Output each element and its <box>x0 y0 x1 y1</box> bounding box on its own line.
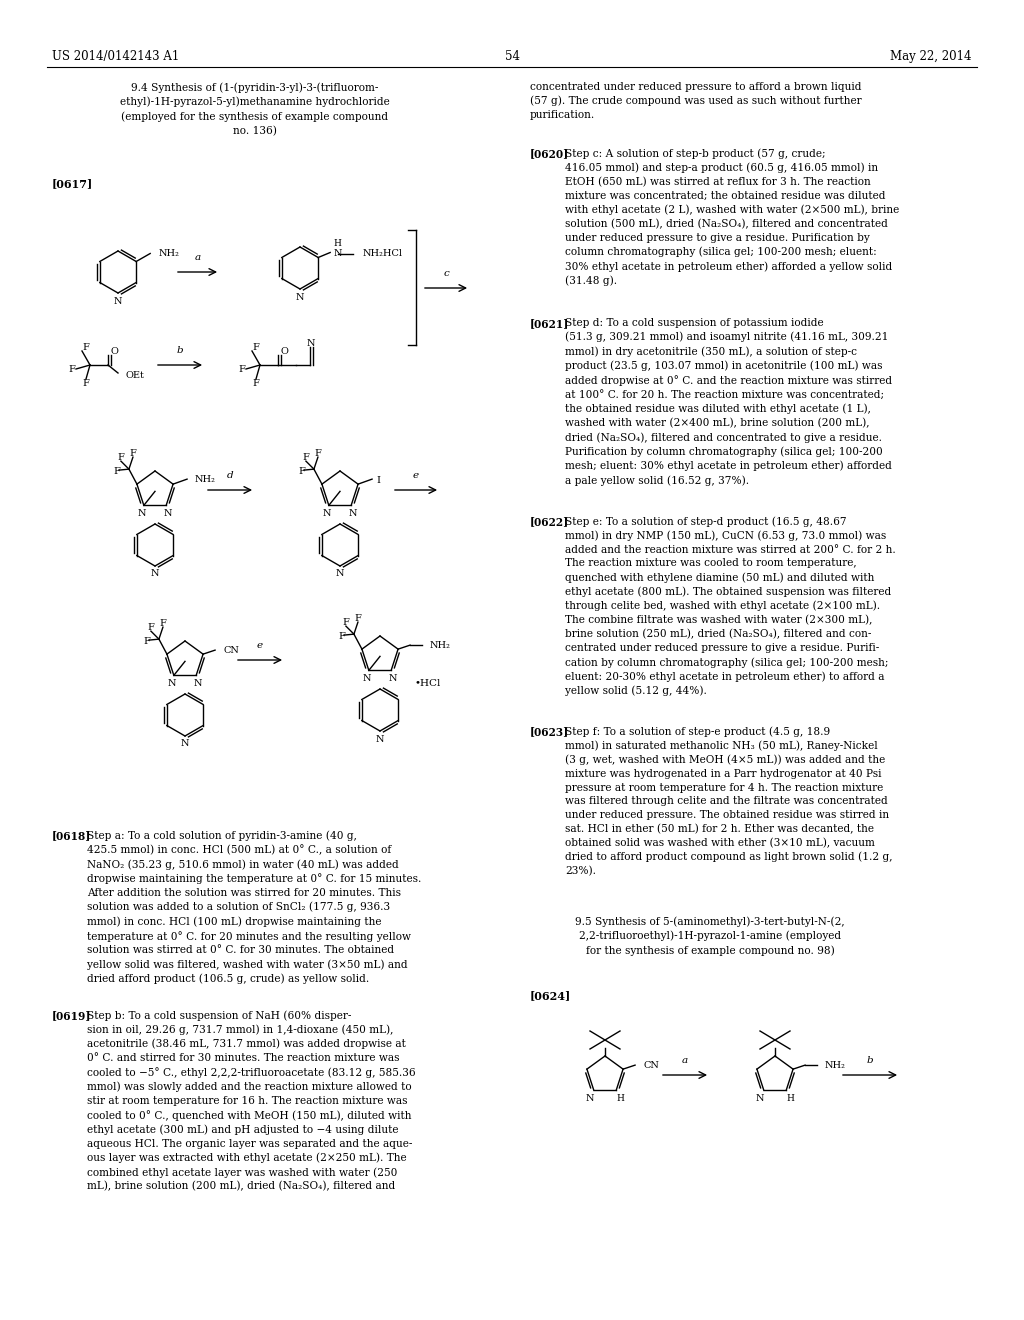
Text: N: N <box>151 569 160 578</box>
Text: N: N <box>333 249 342 257</box>
Text: a: a <box>682 1056 688 1065</box>
Text: N: N <box>362 675 371 682</box>
Text: F: F <box>253 342 259 351</box>
Text: I: I <box>376 475 380 484</box>
Text: O: O <box>110 346 118 355</box>
Text: F: F <box>298 467 305 475</box>
Text: CN: CN <box>223 645 239 655</box>
Text: b: b <box>177 346 183 355</box>
Text: F: F <box>143 636 151 645</box>
Text: N: N <box>336 569 344 578</box>
Text: F: F <box>253 379 259 388</box>
Text: [0621]: [0621] <box>530 318 569 329</box>
Text: N: N <box>194 678 203 688</box>
Text: May 22, 2014: May 22, 2014 <box>891 50 972 63</box>
Text: F: F <box>83 379 89 388</box>
Text: •HCl: •HCl <box>415 678 441 688</box>
Text: Step b: To a cold suspension of NaH (60% disper-
sion in oil, 29.26 g, 731.7 mmo: Step b: To a cold suspension of NaH (60%… <box>87 1010 416 1192</box>
Text: [0622]: [0622] <box>530 516 569 527</box>
Text: F: F <box>114 467 121 475</box>
Text: F: F <box>354 614 361 623</box>
Text: [0617]: [0617] <box>52 178 93 189</box>
Text: CN: CN <box>643 1061 659 1069</box>
Text: 9.5 Synthesis of 5-(aminomethyl)-3-tert-butyl-N-(2,
2,2-trifluoroethyl)-1H-pyraz: 9.5 Synthesis of 5-(aminomethyl)-3-tert-… <box>575 916 845 956</box>
Text: N: N <box>586 1094 594 1104</box>
Text: N: N <box>756 1094 764 1104</box>
Text: N: N <box>307 338 315 347</box>
Text: [0618]: [0618] <box>52 830 91 841</box>
Text: [0620]: [0620] <box>530 148 569 158</box>
Text: H: H <box>333 239 341 248</box>
Text: Step e: To a solution of step-d product (16.5 g, 48.67
mmol) in dry NMP (150 mL): Step e: To a solution of step-d product … <box>565 516 896 697</box>
Text: [0619]: [0619] <box>52 1010 91 1020</box>
Text: N: N <box>137 510 146 517</box>
Text: N: N <box>168 678 176 688</box>
Text: N: N <box>389 675 397 682</box>
Text: Step d: To a cold suspension of potassium iodide
(51.3 g, 309.21 mmol) and isoam: Step d: To a cold suspension of potassiu… <box>565 318 892 486</box>
Text: F: F <box>129 449 136 458</box>
Text: [0623]: [0623] <box>530 726 569 737</box>
Text: Step a: To a cold solution of pyridin-3-amine (40 g,
425.5 mmol) in conc. HCl (5: Step a: To a cold solution of pyridin-3-… <box>87 830 421 985</box>
Text: F: F <box>147 623 155 632</box>
Text: O: O <box>280 346 288 355</box>
Text: NH₂: NH₂ <box>158 249 179 257</box>
Text: [0624]: [0624] <box>530 990 571 1001</box>
Text: H: H <box>616 1094 624 1104</box>
Text: NH₂: NH₂ <box>825 1061 846 1069</box>
Text: F: F <box>239 364 246 374</box>
Text: F: F <box>302 453 309 462</box>
Text: b: b <box>866 1056 873 1065</box>
Text: N: N <box>323 510 331 517</box>
Text: 54: 54 <box>505 50 519 63</box>
Text: N: N <box>349 510 357 517</box>
Text: N: N <box>181 739 189 748</box>
Text: F: F <box>69 364 76 374</box>
Text: N: N <box>296 293 304 301</box>
Text: e: e <box>257 642 263 649</box>
Text: 9.4 Synthesis of (1-(pyridin-3-yl)-3-(trifluorom-
ethyl)-1H-pyrazol-5-yl)methana: 9.4 Synthesis of (1-(pyridin-3-yl)-3-(tr… <box>120 82 390 137</box>
Text: e: e <box>413 471 419 480</box>
Text: F: F <box>160 619 166 627</box>
Text: Step c: A solution of step-b product (57 g, crude;
416.05 mmol) and step-a produ: Step c: A solution of step-b product (57… <box>565 148 899 286</box>
Text: F: F <box>342 618 349 627</box>
Text: F: F <box>118 453 124 462</box>
Text: F: F <box>83 342 89 351</box>
Text: concentrated under reduced pressure to afford a brown liquid
(57 g). The crude c: concentrated under reduced pressure to a… <box>530 82 861 120</box>
Text: Step f: To a solution of step-e product (4.5 g, 18.9
mmol) in saturated methanol: Step f: To a solution of step-e product … <box>565 726 893 876</box>
Text: c: c <box>443 269 449 279</box>
Text: US 2014/0142143 A1: US 2014/0142143 A1 <box>52 50 179 63</box>
Text: a: a <box>195 253 201 261</box>
Text: F: F <box>314 449 322 458</box>
Text: d: d <box>226 471 233 480</box>
Text: NH₂HCl: NH₂HCl <box>362 249 402 257</box>
Text: OEt: OEt <box>126 371 144 380</box>
Text: N: N <box>164 510 172 517</box>
Text: F: F <box>339 632 345 640</box>
Text: NH₂: NH₂ <box>430 640 451 649</box>
Text: N: N <box>114 297 122 305</box>
Text: N: N <box>376 734 384 743</box>
Text: NH₂: NH₂ <box>195 475 216 483</box>
Text: H: H <box>786 1094 794 1104</box>
